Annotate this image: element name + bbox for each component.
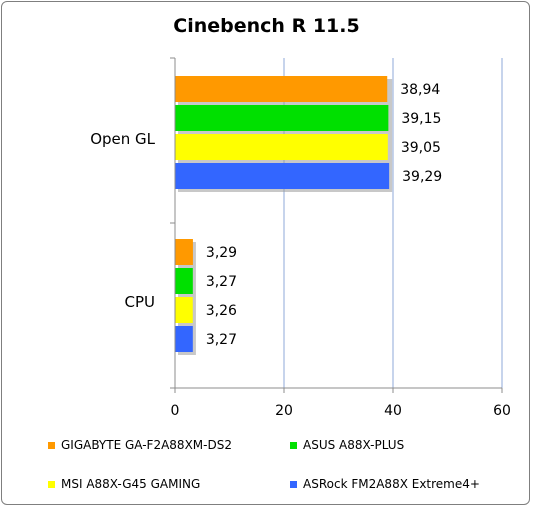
x-tick-label: 0: [171, 403, 180, 419]
data-label: 3,29: [206, 245, 237, 261]
legend-item-msi: MSI A88X-G45 GAMING: [48, 477, 200, 491]
x-tick-label: 40: [384, 403, 402, 419]
legend-label: MSI A88X-G45 GAMING: [61, 477, 201, 491]
legend-swatch: [48, 480, 55, 488]
data-label: 39,05: [401, 140, 441, 156]
x-tick-label: 20: [275, 403, 293, 419]
legend-item-asus: ASUS A88X-PLUS: [290, 438, 404, 452]
bar: [175, 326, 193, 352]
x-tick-label: 60: [493, 403, 511, 419]
legend-label: ASRock FM2A88X Extreme4+: [303, 477, 480, 491]
legend-label: ASUS A88X-PLUS: [303, 438, 405, 452]
bar: [175, 239, 193, 265]
category-label: Open GL: [90, 130, 155, 148]
bar: [175, 268, 193, 294]
legend-label: GIGABYTE GA-F2A88XM-DS2: [61, 438, 232, 452]
bar: [175, 297, 193, 323]
bar: [175, 76, 388, 102]
data-label: 39,15: [401, 111, 441, 127]
category-label: CPU: [125, 293, 156, 311]
legend-swatch: [290, 480, 297, 488]
label-layer: Open GL CPU 38,94 39,15 39,05 39,29 3,29 3,27 3,…: [90, 82, 442, 348]
legend-item-gigabyte: GIGABYTE GA-F2A88XM-DS2: [48, 438, 232, 452]
legend-swatch: [290, 441, 297, 449]
chart-title: Cinebench R 11.5: [173, 15, 360, 37]
data-label: 39,29: [402, 169, 442, 185]
data-label: 3,26: [206, 303, 237, 319]
bar: [175, 105, 389, 131]
data-label: 38,94: [400, 82, 440, 98]
axis-layer: 0 20 40 60: [170, 57, 511, 419]
bar: [175, 163, 390, 189]
data-label: 3,27: [206, 274, 237, 290]
legend-swatch: [48, 441, 55, 449]
data-label: 3,27: [206, 332, 237, 348]
legend-item-asrock: ASRock FM2A88X Extreme4+: [290, 477, 480, 491]
bar-layer: [175, 76, 393, 355]
bar: [175, 134, 388, 160]
